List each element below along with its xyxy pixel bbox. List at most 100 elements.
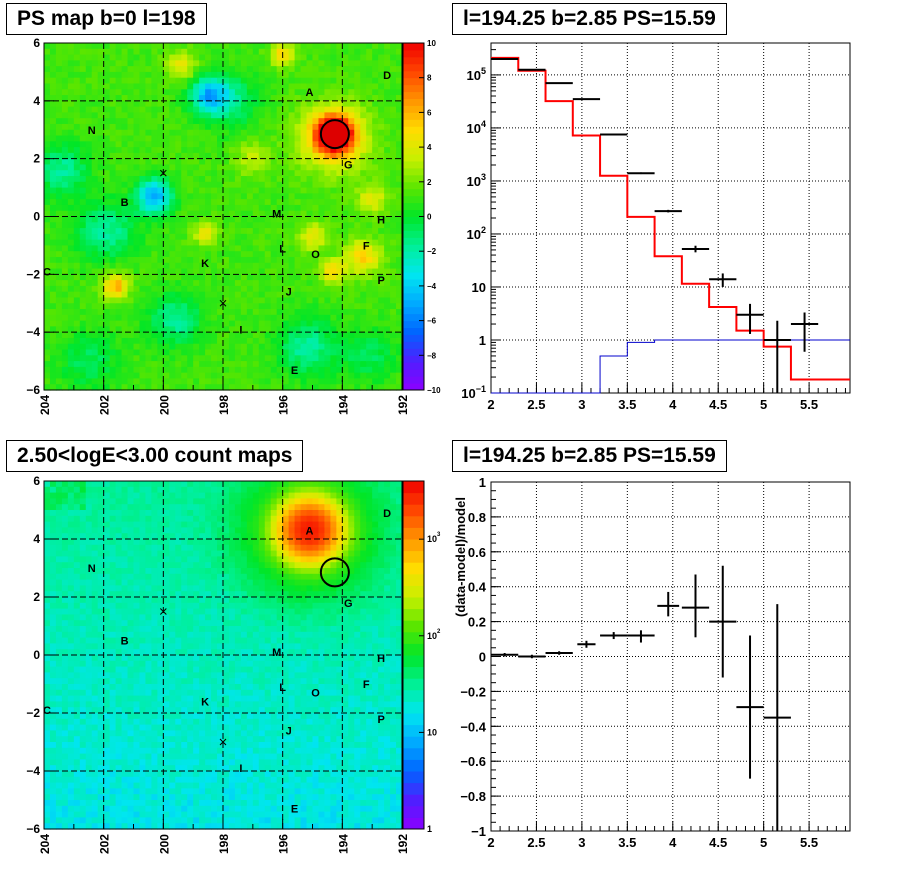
heatmap-cell (282, 135, 290, 142)
heatmap-cell (240, 337, 248, 345)
heatmap-cell (157, 71, 164, 79)
heatmap-cell (49, 602, 57, 610)
heatmap-cell (79, 608, 87, 615)
heatmap-cell (234, 251, 242, 258)
heatmap-cell (103, 95, 111, 102)
heatmap-cell (396, 361, 403, 368)
heatmap-cell (139, 556, 147, 563)
heatmap-cell (181, 326, 188, 333)
heatmap-cell (282, 285, 290, 293)
heatmap-cell (79, 361, 87, 368)
colorbar-bin (403, 258, 424, 266)
heatmap-cell (85, 626, 93, 633)
heatmap-cell (67, 678, 75, 685)
heatmap-cell (342, 361, 349, 368)
heatmap-cell (97, 326, 105, 333)
heatmap-cell (300, 291, 308, 299)
heatmap-cell (121, 297, 129, 304)
heatmap-cell (44, 245, 51, 252)
heatmap-cell (103, 701, 111, 708)
heatmap-cell (193, 60, 200, 67)
heatmap-cell (91, 533, 99, 540)
heatmap-cell (73, 817, 81, 824)
heatmap-cell (79, 800, 87, 807)
heatmap-cell (151, 135, 158, 142)
heatmap-cell (97, 730, 105, 737)
heatmap-cell (193, 43, 200, 50)
heatmap-cell (354, 251, 361, 258)
heatmap-cell (252, 337, 260, 345)
heatmap-cell (109, 510, 117, 517)
heatmap-cell (330, 297, 337, 304)
heatmap-cell (79, 106, 87, 113)
heatmap-cell (330, 147, 337, 154)
heatmap-cell (73, 54, 81, 61)
heatmap-cell (121, 112, 129, 119)
heatmap-cell (276, 48, 284, 56)
heatmap-cell (73, 170, 81, 177)
heatmap-cell (354, 66, 361, 73)
heatmap-cell (109, 176, 117, 183)
heatmap-cell (91, 811, 99, 818)
heatmap-cell (133, 544, 141, 552)
heatmap-cell (246, 366, 254, 374)
heatmap-cell (372, 274, 379, 281)
heatmap-cell (115, 141, 123, 148)
heatmap-cell (187, 210, 194, 218)
heatmap-cell (199, 309, 206, 316)
heatmap-cell (205, 314, 212, 322)
heatmap-cell (103, 782, 111, 789)
heatmap-cell (103, 89, 111, 96)
heatmap-cell (61, 637, 69, 644)
heatmap-cell (366, 361, 373, 368)
heatmap-cell (181, 245, 188, 252)
heatmap-cell (133, 158, 141, 166)
heatmap-cell (55, 280, 63, 287)
heatmap-cell (193, 332, 200, 339)
heatmap-cell (300, 54, 308, 61)
heatmap-cell (223, 291, 230, 299)
heatmap-cell (49, 176, 57, 183)
heatmap-cell (44, 71, 51, 79)
heatmap-cell (139, 228, 147, 235)
heatmap-cell (318, 297, 326, 304)
heatmap-cell (121, 591, 129, 598)
heatmap-cell (97, 83, 105, 90)
heatmap-cell (145, 158, 152, 166)
heatmap-cell (133, 349, 141, 356)
heatmap-cell (61, 666, 69, 673)
heatmap-cell (115, 626, 123, 633)
heatmap-cell (85, 701, 93, 708)
heatmap-cell (121, 626, 129, 633)
heatmap-cell (103, 695, 111, 702)
heatmap-cell (246, 71, 254, 79)
heatmap-cell (276, 314, 284, 322)
heatmap-cell (97, 193, 105, 200)
heatmap-cell (44, 326, 51, 333)
heatmap-cell (384, 135, 391, 142)
heatmap-cell (127, 268, 135, 275)
heatmap-cell (378, 100, 385, 108)
heatmap-cell (181, 349, 188, 356)
heatmap-cell (49, 245, 57, 252)
heatmap-cell (115, 608, 123, 615)
heatmap-cell (228, 291, 236, 299)
heatmap-cell (163, 245, 170, 252)
heatmap-cell (217, 158, 224, 166)
heatmap-cell (330, 60, 337, 67)
heatmap-cell (163, 135, 170, 142)
heatmap-cell (187, 118, 194, 125)
heatmap-cell (61, 245, 69, 252)
heatmap-cell (115, 337, 123, 345)
heatmap-cell (121, 256, 129, 264)
heatmap-cell (139, 100, 147, 108)
heatmap-cell (61, 48, 69, 56)
heatmap-cell (67, 707, 75, 714)
heatmap-cell (127, 631, 135, 639)
heatmap-cell (217, 48, 224, 56)
heatmap-cell (252, 147, 260, 154)
heatmap-cell (187, 187, 194, 194)
heatmap-cell (103, 608, 111, 615)
heatmap-cell (378, 141, 385, 148)
heatmap-cell (217, 60, 224, 67)
